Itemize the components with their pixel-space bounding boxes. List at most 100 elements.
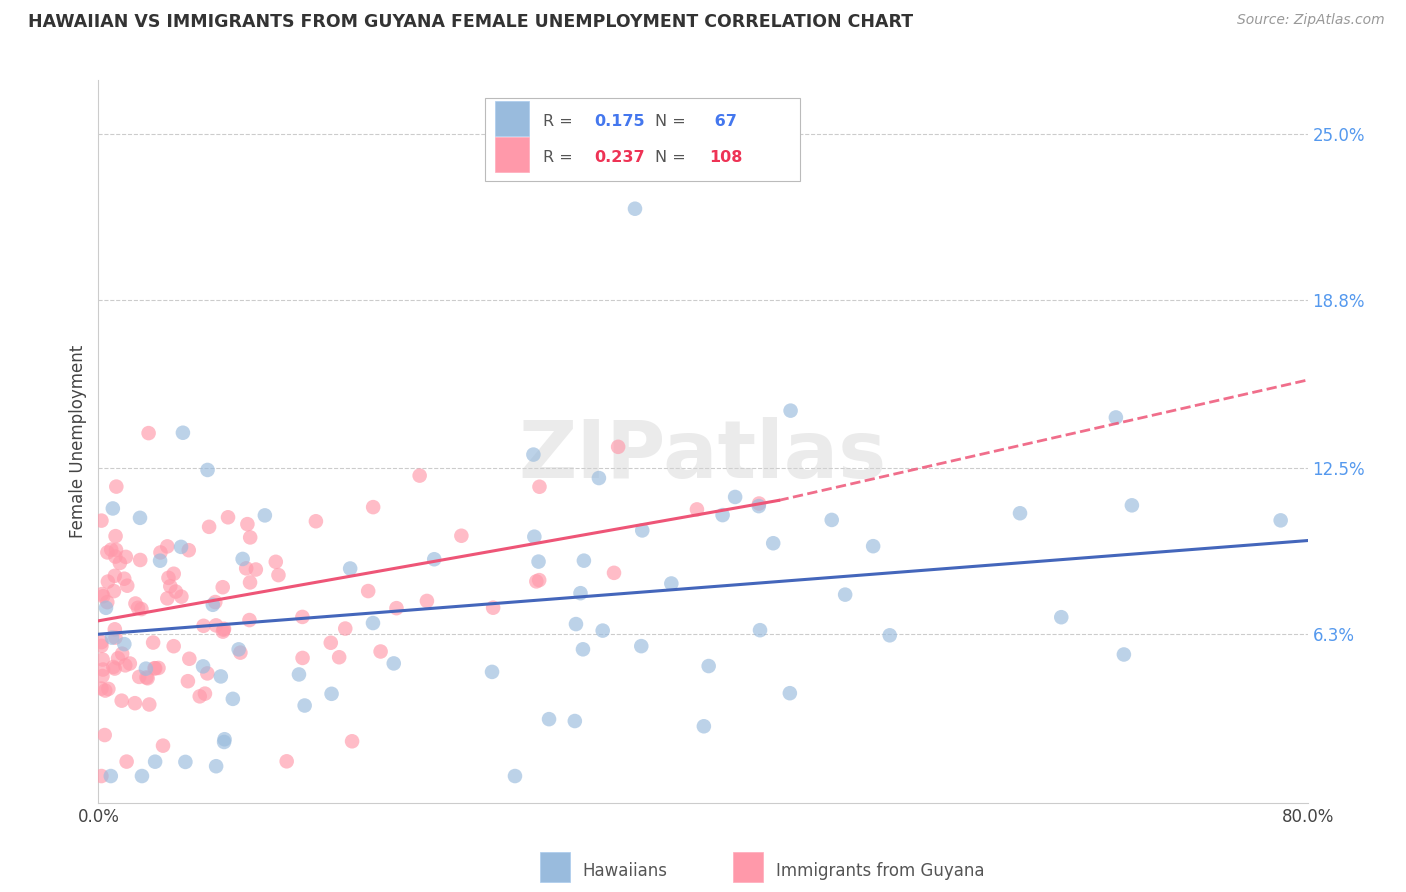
Point	[157, 571, 180, 585]
Point	[527, 573, 550, 587]
Point	[288, 667, 311, 681]
Point	[124, 597, 146, 611]
Point	[105, 542, 128, 557]
Point	[163, 566, 186, 581]
Point	[328, 650, 350, 665]
Point	[630, 639, 652, 653]
Point	[693, 719, 716, 733]
Point	[156, 591, 179, 606]
Point	[624, 202, 647, 216]
Point	[319, 636, 342, 650]
Point	[217, 510, 239, 524]
Point	[335, 622, 357, 636]
FancyBboxPatch shape	[540, 852, 569, 882]
Point	[149, 545, 172, 559]
Point	[179, 652, 201, 666]
Point	[143, 661, 166, 675]
Point	[264, 555, 287, 569]
Point	[115, 549, 138, 564]
Text: 0.175: 0.175	[595, 114, 645, 129]
Text: Hawaiians: Hawaiians	[582, 863, 666, 880]
Point	[229, 646, 252, 660]
Point	[112, 572, 135, 586]
Point	[148, 661, 170, 675]
Point	[127, 600, 149, 615]
Point	[193, 619, 215, 633]
Point	[91, 663, 114, 677]
Point	[291, 610, 314, 624]
Point	[686, 502, 709, 516]
Point	[527, 555, 550, 569]
Point	[135, 662, 157, 676]
Point	[118, 657, 141, 671]
FancyBboxPatch shape	[485, 98, 800, 181]
Point	[143, 661, 166, 675]
Point	[361, 500, 384, 515]
Point	[565, 617, 588, 632]
Point	[236, 517, 259, 532]
Point	[305, 514, 328, 528]
Point	[97, 681, 120, 696]
Point	[90, 639, 112, 653]
Point	[523, 530, 546, 544]
Point	[245, 562, 267, 576]
Point	[503, 769, 526, 783]
Point	[294, 698, 316, 713]
Text: Immigrants from Guyana: Immigrants from Guyana	[776, 863, 984, 880]
Point	[165, 584, 187, 599]
Point	[481, 665, 503, 679]
Point	[529, 480, 551, 494]
Point	[222, 691, 245, 706]
Point	[212, 622, 235, 636]
Point	[138, 426, 160, 441]
Point	[117, 579, 139, 593]
Point	[572, 554, 595, 568]
Text: HAWAIIAN VS IMMIGRANTS FROM GUYANA FEMALE UNEMPLOYMENT CORRELATION CHART: HAWAIIAN VS IMMIGRANTS FROM GUYANA FEMAL…	[28, 13, 914, 31]
Point	[194, 687, 217, 701]
Point	[104, 661, 127, 675]
Point	[361, 615, 384, 630]
Point	[104, 549, 127, 564]
FancyBboxPatch shape	[495, 101, 529, 136]
Text: N =: N =	[655, 114, 690, 129]
Point	[239, 530, 262, 544]
Point	[177, 543, 200, 558]
Point	[1270, 513, 1292, 527]
Point	[564, 714, 586, 728]
Point	[105, 480, 128, 494]
Point	[103, 584, 125, 599]
Point	[107, 651, 129, 665]
Point	[821, 513, 844, 527]
Point	[522, 448, 544, 462]
Point	[198, 520, 221, 534]
Point	[135, 670, 157, 684]
Point	[1050, 610, 1073, 624]
Point	[93, 728, 115, 742]
Point	[205, 618, 228, 632]
Point	[124, 696, 146, 710]
Point	[340, 734, 363, 748]
Point	[90, 681, 112, 696]
Point	[104, 569, 127, 583]
Point	[205, 759, 228, 773]
Point	[697, 659, 720, 673]
Point	[408, 468, 430, 483]
Point	[104, 622, 127, 636]
Point	[101, 631, 124, 645]
Point	[212, 624, 235, 639]
Point	[104, 529, 127, 543]
Point	[834, 588, 856, 602]
Point	[131, 602, 153, 616]
Point	[450, 529, 472, 543]
Text: ZIPatlas: ZIPatlas	[519, 417, 887, 495]
Point	[128, 670, 150, 684]
Point	[103, 660, 125, 674]
Point	[588, 471, 610, 485]
Point	[159, 579, 181, 593]
Point	[170, 590, 193, 604]
Point	[357, 584, 380, 599]
Point	[631, 524, 654, 538]
Point	[482, 600, 505, 615]
Point	[382, 657, 405, 671]
Point	[212, 623, 235, 637]
